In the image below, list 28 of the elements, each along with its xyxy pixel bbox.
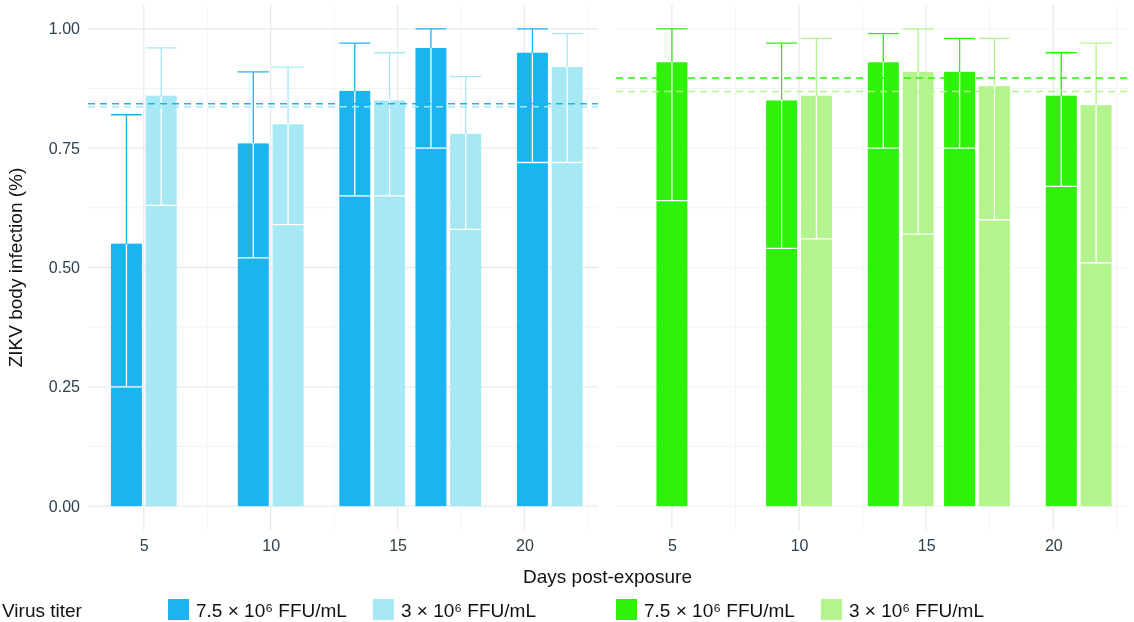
x-tick-label: 5	[667, 537, 677, 555]
x-axis-title: Days post-exposure	[523, 566, 692, 587]
y-axis-title: ZIKV body infection (%)	[5, 167, 26, 368]
bar	[450, 133, 482, 507]
y-tick-label: 0.00	[48, 497, 81, 515]
x-tick-label: 15	[917, 537, 936, 555]
x-tick-label: 20	[516, 537, 534, 555]
x-tick-label: 15	[389, 537, 408, 555]
x-tick-label: 10	[790, 537, 809, 555]
y-tick-label: 0.25	[48, 378, 81, 396]
bar	[766, 100, 798, 507]
x-tick-label: 10	[262, 537, 281, 555]
legend-label: 7.5 × 10⁶ FFU/mL	[196, 600, 347, 621]
bar	[110, 243, 142, 507]
legend-label: 3 × 10⁶ FFU/mL	[848, 600, 984, 621]
y-tick-label: 0.50	[48, 259, 81, 277]
bar	[1080, 105, 1112, 507]
legend-label: 3 × 10⁶ FFU/mL	[400, 600, 536, 621]
bar	[272, 124, 304, 507]
y-tick-label: 0.75	[48, 139, 81, 157]
bar	[1045, 95, 1077, 507]
x-tick-label: 20	[1044, 537, 1063, 555]
legend-title: Virus titer	[2, 600, 83, 621]
y-tick-label: 1.00	[48, 20, 81, 38]
bar	[800, 95, 832, 507]
legend-label: 7.5 × 10⁶ FFU/mL	[644, 600, 795, 621]
x-tick-label: 5	[139, 537, 149, 555]
bar	[237, 143, 269, 507]
